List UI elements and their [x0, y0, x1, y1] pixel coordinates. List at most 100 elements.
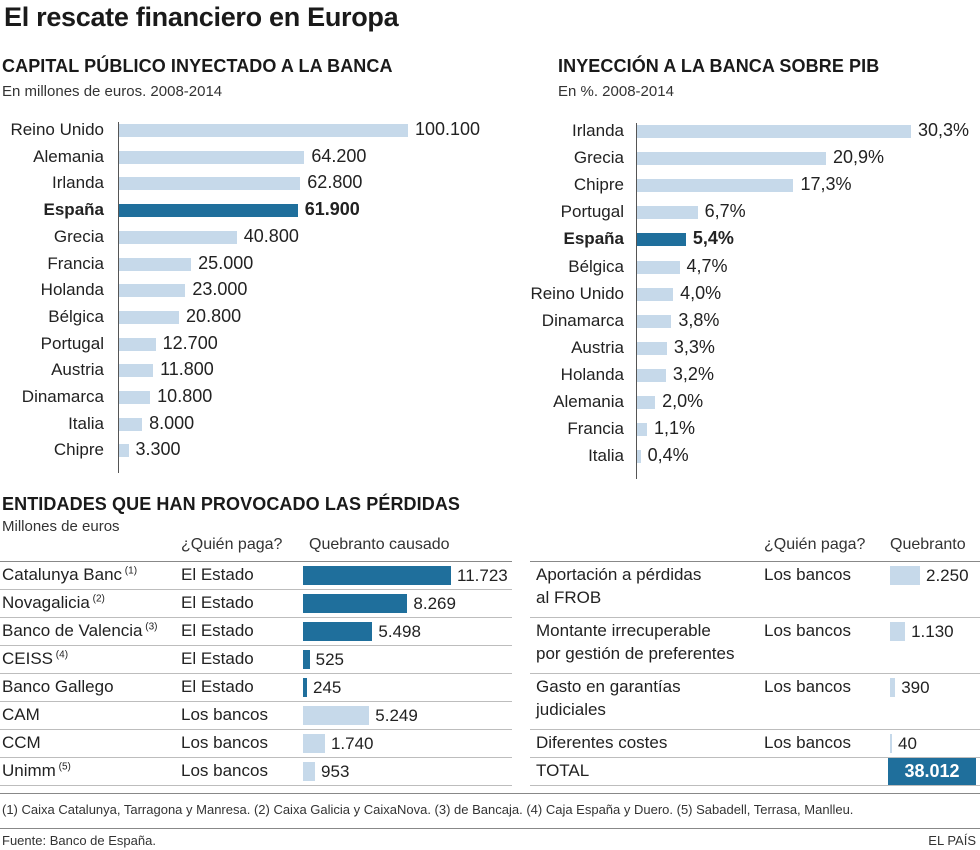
value-label: 100.100 [415, 119, 481, 139]
bar [637, 206, 698, 220]
value-label: 12.700 [162, 332, 218, 353]
value-label: 3,3% [673, 336, 715, 357]
bar [119, 150, 305, 164]
table2-header-loss: Quebranto [890, 536, 966, 553]
table2-header-payer: ¿Quién paga? [764, 536, 866, 553]
category-label: Francia [47, 253, 104, 273]
category-label: Bélgica [568, 256, 624, 276]
entity-name: CEISS (4) [2, 649, 69, 668]
value-label: 10.800 [157, 386, 213, 406]
bar [637, 233, 686, 247]
footnote-ref: (1) [122, 565, 138, 577]
value-label: 20,9% [832, 147, 885, 168]
item-line1: Montante irrecuperable [536, 621, 711, 640]
value-label: 1.740 [330, 734, 374, 753]
category-label: Bélgica [48, 306, 104, 326]
category-label: Francia [567, 419, 624, 439]
bar [303, 594, 408, 613]
value-label: 525 [315, 650, 344, 669]
chart1-title: CAPITAL PÚBLICO INYECTADO A LA BANCA [2, 56, 393, 76]
bar [119, 391, 151, 404]
bar [119, 204, 298, 218]
chart2-subtitle: En %. 2008-2014 [558, 83, 674, 100]
bar [119, 364, 154, 378]
bar [890, 734, 892, 753]
bar [637, 125, 911, 138]
footnote-ref: (3) [142, 621, 158, 633]
bar [303, 650, 310, 669]
value-label: 20.800 [186, 305, 242, 326]
payer: Los bancos [764, 733, 851, 752]
bar [119, 417, 143, 431]
entity-name: Novagalicia (2) [2, 593, 105, 612]
category-label: Alemania [553, 392, 624, 411]
value-label: 8.269 [413, 594, 456, 613]
value-label: 4,0% [680, 282, 722, 303]
value-label: 2,0% [662, 391, 704, 411]
row-divider [530, 785, 980, 786]
bar [890, 678, 896, 697]
row-divider [0, 785, 512, 786]
item-line2: al FROB [536, 588, 602, 607]
bar [637, 396, 656, 409]
value-label: 11.723 [457, 566, 508, 585]
bar [119, 337, 156, 351]
total-value: 38.012 [888, 758, 976, 785]
item-line2: judiciales [536, 700, 606, 719]
y-axis [636, 123, 637, 480]
value-label: 5.498 [378, 622, 421, 641]
bar [637, 423, 647, 437]
value-label: 3,2% [672, 363, 714, 384]
value-label: 61.900 [304, 199, 360, 220]
item-line1: Gasto en garantías [536, 677, 681, 696]
bar [303, 762, 316, 781]
payer: Los bancos [181, 733, 268, 752]
footnote-ref: (2) [89, 593, 105, 605]
entity-name: Unimm (5) [2, 761, 71, 780]
category-label: Chipre [573, 175, 624, 195]
bar [637, 314, 672, 328]
item-line1: Aportación a pérdidas [536, 565, 702, 584]
bar [303, 678, 307, 697]
value-label: 245 [313, 678, 342, 697]
category-label: España [563, 229, 624, 249]
chart2-title: INYECCIÓN A LA BANCA SOBRE PIB [558, 56, 880, 76]
row-divider [530, 757, 980, 758]
row-divider [530, 673, 980, 674]
value-label: 0,4% [647, 445, 689, 466]
bar [637, 260, 680, 274]
row-divider [0, 561, 512, 562]
payer: Los bancos [764, 565, 851, 584]
table1-subtitle: Millones de euros [2, 518, 120, 535]
bar [637, 450, 641, 464]
category-label: Dinamarca [541, 310, 624, 330]
footnote-ref: (5) [55, 761, 71, 773]
payer: El Estado [181, 593, 254, 612]
payer: Los bancos [181, 705, 268, 724]
payer: El Estado [181, 649, 254, 668]
bar [119, 444, 129, 458]
total-label: TOTAL [536, 761, 590, 780]
category-label: Reino Unido [10, 120, 104, 139]
page-title: El rescate financiero en Europa [4, 2, 399, 32]
value-label: 6,7% [704, 201, 746, 222]
category-label: Grecia [573, 148, 624, 168]
table1-header-payer: ¿Quién paga? [181, 536, 283, 553]
value-label: 5,4% [692, 228, 734, 249]
y-axis [118, 122, 119, 474]
bar [119, 257, 192, 271]
bar [119, 310, 180, 324]
footer-divider [0, 793, 980, 794]
entity-name: Catalunya Banc (1) [2, 565, 138, 584]
category-label: Portugal [40, 333, 104, 353]
bar [637, 287, 674, 301]
value-label: 17,3% [800, 174, 852, 195]
category-label: Reino Unido [530, 283, 624, 303]
table1-header-loss: Quebranto causado [309, 536, 450, 553]
row-divider [0, 729, 512, 730]
entity-name: CAM [2, 705, 40, 724]
payer: El Estado [181, 621, 254, 640]
value-label: 1,1% [653, 418, 695, 439]
value-label: 8.000 [149, 412, 195, 433]
category-label: Irlanda [572, 121, 624, 140]
